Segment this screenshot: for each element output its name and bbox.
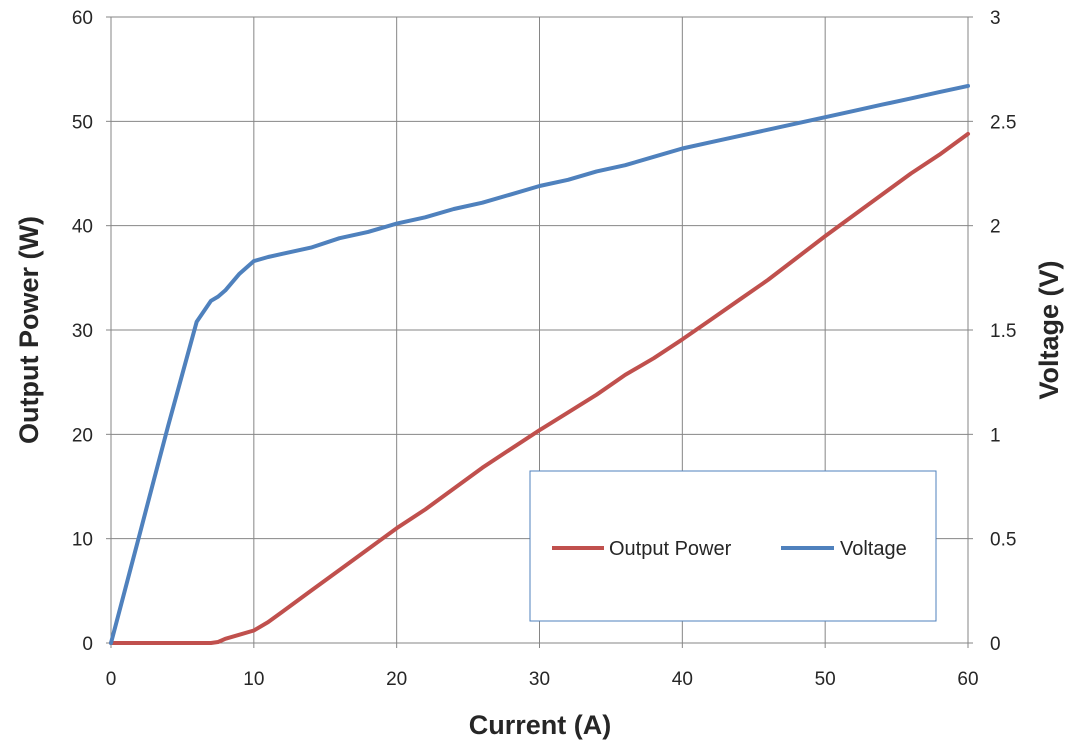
x-tick-label: 30 (529, 669, 550, 690)
y-tick-label: 30 (72, 321, 93, 342)
x-tick-label: 20 (386, 669, 407, 690)
y-tick-label: 60 (72, 8, 93, 29)
x-tick-label: 10 (243, 669, 264, 690)
y2-tick-label: 2.5 (990, 112, 1016, 133)
x-tick-label: 50 (815, 669, 836, 690)
y-tick-label: 0 (82, 634, 93, 655)
x-axis-ticks: 0 10 20 30 40 50 60 (106, 643, 979, 690)
x-tick-label: 40 (672, 669, 693, 690)
y2-tick-label: 1.5 (990, 321, 1016, 342)
y-axis-title: Output Power (W) (14, 216, 44, 444)
y2-tick-label: 1 (990, 425, 1001, 446)
y2-axis-title: Voltage (V) (1034, 260, 1064, 399)
y2-tick-label: 0 (990, 634, 1001, 655)
y2-axis-ticks: 0 0.5 1 1.5 2 2.5 3 (968, 8, 1016, 655)
series-line-voltage (109, 83, 970, 645)
legend-label-output-power: Output Power (609, 538, 732, 560)
x-tick-label: 60 (957, 669, 978, 690)
legend-label-voltage: Voltage (840, 538, 907, 560)
series-line-output-power (109, 131, 970, 645)
legend: Output Power Voltage (529, 470, 937, 622)
y2-tick-label: 2 (990, 217, 1001, 238)
y-tick-label: 50 (72, 112, 93, 133)
y2-tick-label: 0.5 (990, 530, 1016, 551)
y-tick-label: 40 (72, 217, 93, 238)
y-axis-ticks: 0 10 20 30 40 50 60 (72, 8, 111, 655)
x-axis-title: Current (A) (469, 710, 612, 740)
y2-tick-label: 3 (990, 8, 1001, 29)
y-tick-label: 20 (72, 425, 93, 446)
x-tick-label: 0 (106, 669, 117, 690)
y-tick-label: 10 (72, 530, 93, 551)
series-layer (109, 83, 970, 645)
